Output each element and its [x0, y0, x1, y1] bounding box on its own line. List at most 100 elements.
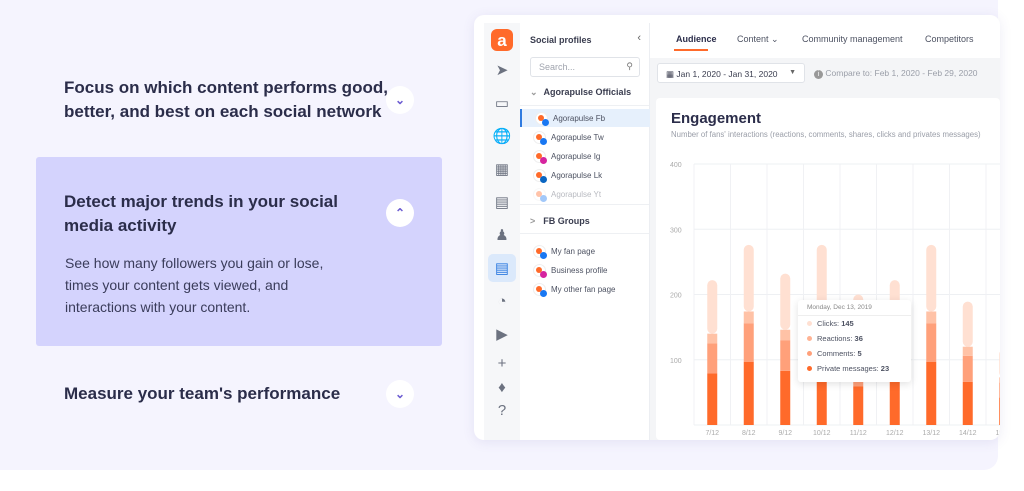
globe-search-icon[interactable]: 🌐 [492, 128, 512, 145]
legend-dot-icon [807, 366, 812, 371]
bar-segment-reactions [780, 329, 791, 341]
bar-segment-private-messages [743, 361, 754, 425]
bar-segment-clicks [962, 301, 973, 347]
bar-segment-private-messages [999, 397, 1000, 425]
collapse-icon[interactable]: ‹ [637, 32, 641, 44]
bar-segment-clicks [707, 280, 718, 334]
bar-segment-clicks [743, 244, 754, 312]
tab-bar: Audience Content ⌄ Community management … [650, 15, 1000, 58]
chevron-up-icon[interactable]: ⌃ [386, 199, 414, 227]
x-tick-label: 10/12 [813, 430, 831, 437]
inbox-icon[interactable]: ▭ [494, 95, 510, 112]
bar-segment-reactions [707, 333, 718, 344]
group-header[interactable]: ⌄ Agorapulse Officials [530, 87, 632, 97]
x-tick-label: 12/12 [886, 430, 904, 437]
y-tick-label: 300 [670, 227, 682, 234]
tooltip-row: Private messages: 23 [798, 361, 911, 376]
legend-dot-icon [807, 336, 812, 341]
app-screenshot: a ➤ ▭ 🌐 ▦ ▤ ♟ ▤ ◔ ▶ + ♦ ? Social profile… [474, 15, 1000, 440]
chevron-down-icon[interactable]: ⌄ [386, 86, 414, 114]
x-tick-label: 15/12 [995, 430, 1000, 437]
feature-title: Detect major trends in your social media… [64, 192, 338, 235]
bar-segment-clicks [926, 244, 937, 312]
date-range-picker[interactable]: ▦ Jan 1, 2020 - Jan 31, 2020 ▼ [657, 63, 805, 83]
x-tick-label: 13/12 [922, 430, 940, 437]
tooltip-row: Reactions: 36 [798, 331, 911, 346]
bar-segment-comments [743, 323, 754, 362]
profile-item[interactable]: My other fan page [520, 280, 650, 298]
dropdown-arrow-icon: ▼ [789, 69, 796, 76]
profile-item[interactable]: Agorapulse Fb [520, 109, 650, 127]
feature-title: Focus on which content performs good, be… [64, 78, 388, 121]
profiles-sidebar: Social profiles ‹ Search... ⚲ ⌄ Agorapulse… [520, 23, 650, 440]
profile-item[interactable]: Agorapulse Ig [520, 147, 650, 165]
send-icon[interactable]: ➤ [495, 62, 509, 79]
engagement-chart: 100 200 300 400 7/12 8/12 9/12 10/12 11/12 12/12 1… [670, 162, 1000, 437]
tab-audience[interactable]: Audience [676, 34, 717, 44]
logo[interactable]: a [491, 29, 513, 51]
tab-competitors[interactable]: Competitors [925, 34, 974, 44]
gauge-icon[interactable]: ◔ [497, 292, 507, 310]
profile-item[interactable]: Business profile [520, 261, 650, 279]
y-tick-label: 400 [670, 162, 682, 169]
tooltip-row: Comments: 5 [798, 346, 911, 361]
chevron-down-icon[interactable]: ⌄ [386, 380, 414, 408]
group-header[interactable]: > FB Groups [530, 216, 590, 226]
x-tick-label: 14/12 [959, 430, 977, 437]
bar-segment-private-messages [780, 370, 791, 425]
feature-item-trends[interactable]: Detect major trends in your social media… [36, 157, 442, 346]
bar-segment-comments [999, 382, 1000, 398]
profile-item[interactable]: Agorapulse Yt [520, 185, 650, 203]
profile-item[interactable]: Agorapulse Lk [520, 166, 650, 184]
facebook-avatar-icon [533, 244, 547, 259]
help-icon[interactable]: ? [497, 401, 507, 419]
notes-icon[interactable]: ▤ [494, 194, 510, 211]
instagram-avatar-icon [533, 263, 547, 278]
bar-segment-reactions [926, 311, 937, 324]
search-icon: ⚲ [626, 61, 633, 71]
bar-segment-private-messages [853, 386, 864, 425]
feature-item-content-performance[interactable]: Focus on which content performs good, be… [36, 74, 442, 134]
x-tick-label: 9/12 [778, 430, 792, 437]
bar-segment-private-messages [889, 373, 900, 425]
tab-community-management[interactable]: Community management [802, 34, 903, 44]
compare-label: i Compare to: Feb 1, 2020 - Feb 29, 2020 [814, 68, 978, 79]
icon-rail: a ➤ ▭ 🌐 ▦ ▤ ♟ ▤ ◔ ▶ + ♦ ? [484, 23, 520, 440]
x-tick-label: 11/12 [850, 430, 867, 437]
search-input[interactable]: Search... ⚲ [530, 57, 640, 77]
feature-description: See how many followers you gain or lose,… [65, 255, 324, 315]
card-subtitle: Number of fans' interactions (reactions,… [671, 130, 981, 139]
feature-title: Measure your team's performance [64, 384, 341, 403]
y-tick-label: 100 [670, 358, 682, 365]
plus-icon[interactable]: + [497, 354, 507, 372]
reports-icon[interactable]: ▤ [488, 254, 516, 282]
media-library-icon[interactable]: ▶ [496, 326, 508, 343]
calendar-icon: ▦ [666, 69, 675, 79]
bar-segment-clicks [780, 273, 791, 330]
profile-item[interactable]: My fan page [520, 242, 650, 260]
bar-segment-comments [780, 340, 791, 371]
facebook-avatar-icon [535, 111, 549, 126]
team-icon[interactable]: ♟ [495, 227, 509, 244]
instagram-avatar-icon [533, 149, 547, 164]
facebook-avatar-icon [533, 187, 547, 202]
bar-segment-reactions [999, 377, 1000, 383]
bell-icon[interactable]: ♦ [498, 378, 506, 396]
feature-item-team-performance[interactable]: Measure your team's performance ⌄ [36, 380, 442, 410]
bar-segment-private-messages [926, 361, 937, 425]
bar-segment-private-messages [962, 381, 973, 425]
profile-item[interactable]: Agorapulse Tw [520, 128, 650, 146]
card-title: Engagement [671, 110, 762, 127]
bar-segment-comments [962, 355, 973, 382]
chart-tooltip: Monday, Dec 13, 2019 Clicks: 145 Reaction… [798, 300, 911, 382]
active-tab-indicator [674, 49, 708, 51]
bar-segment-reactions [743, 311, 754, 324]
main-panel: Audience Content ⌄ Community management … [650, 15, 1000, 440]
x-tick-label: 7/12 [705, 430, 719, 437]
calendar-icon[interactable]: ▦ [494, 161, 510, 178]
tab-content[interactable]: Content ⌄ [737, 34, 779, 44]
bar-segment-comments [707, 343, 718, 374]
sidebar-title: Social profiles [530, 35, 592, 45]
bar-segment-private-messages [707, 373, 718, 425]
legend-dot-icon [807, 321, 812, 326]
